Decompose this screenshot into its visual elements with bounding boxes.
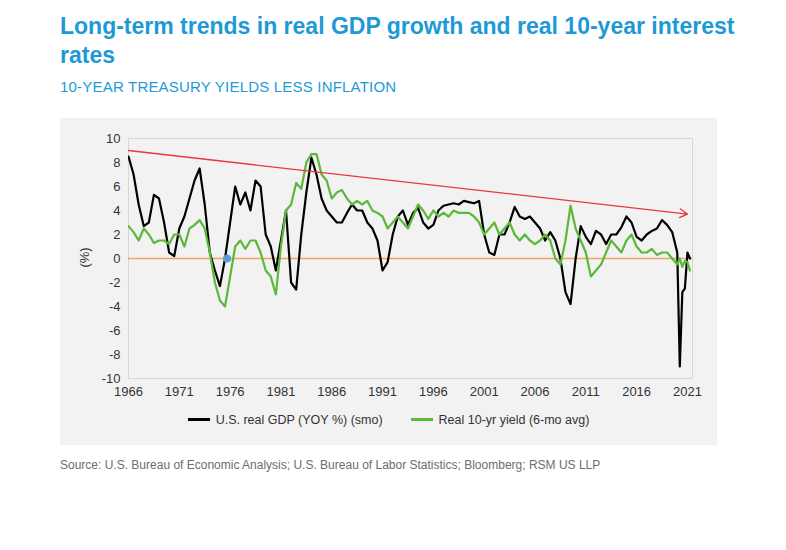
svg-text:2011: 2011 <box>572 384 600 399</box>
svg-text:2: 2 <box>113 227 120 242</box>
svg-text:10: 10 <box>106 131 120 146</box>
svg-text:6: 6 <box>113 179 120 194</box>
svg-text:2006: 2006 <box>521 384 550 399</box>
svg-text:-4: -4 <box>109 299 121 314</box>
html-text:Real 10-yr yield (6-mo avg): Real 10-yr yield (6-mo avg) <box>438 412 590 427</box>
html-text:U.S. real GDP (YOY %) (smo): U.S. real GDP (YOY %) (smo) <box>215 412 383 427</box>
svg-text:1976: 1976 <box>216 384 245 399</box>
html-text:Long-term trends in real GDP g: Long-term trends in real GDP growth and … <box>60 13 735 68</box>
svg-text:-10: -10 <box>102 371 121 386</box>
svg-text:1986: 1986 <box>317 384 346 399</box>
svg-text:2021: 2021 <box>673 384 702 399</box>
svg-text:1966: 1966 <box>114 384 143 399</box>
html-text:Source: U.S. Bureau of Economi: Source: U.S. Bureau of Economic Analysis… <box>60 458 601 472</box>
svg-text:2001: 2001 <box>470 384 499 399</box>
svg-text:4: 4 <box>113 203 120 218</box>
svg-text:1996: 1996 <box>419 384 448 399</box>
svg-text:2016: 2016 <box>622 384 651 399</box>
html-text:10-YEAR TREASURY YIELDS LESS I: 10-YEAR TREASURY YIELDS LESS INFLATION <box>60 78 397 95</box>
svg-text:0: 0 <box>113 251 120 266</box>
svg-text:1991: 1991 <box>368 384 397 399</box>
svg-text:-6: -6 <box>109 323 121 338</box>
svg-text:-2: -2 <box>109 275 121 290</box>
svg-text:1981: 1981 <box>266 384 295 399</box>
svg-text:1971: 1971 <box>165 384 194 399</box>
svg-text:-8: -8 <box>109 347 121 362</box>
svg-text:8: 8 <box>113 155 120 170</box>
